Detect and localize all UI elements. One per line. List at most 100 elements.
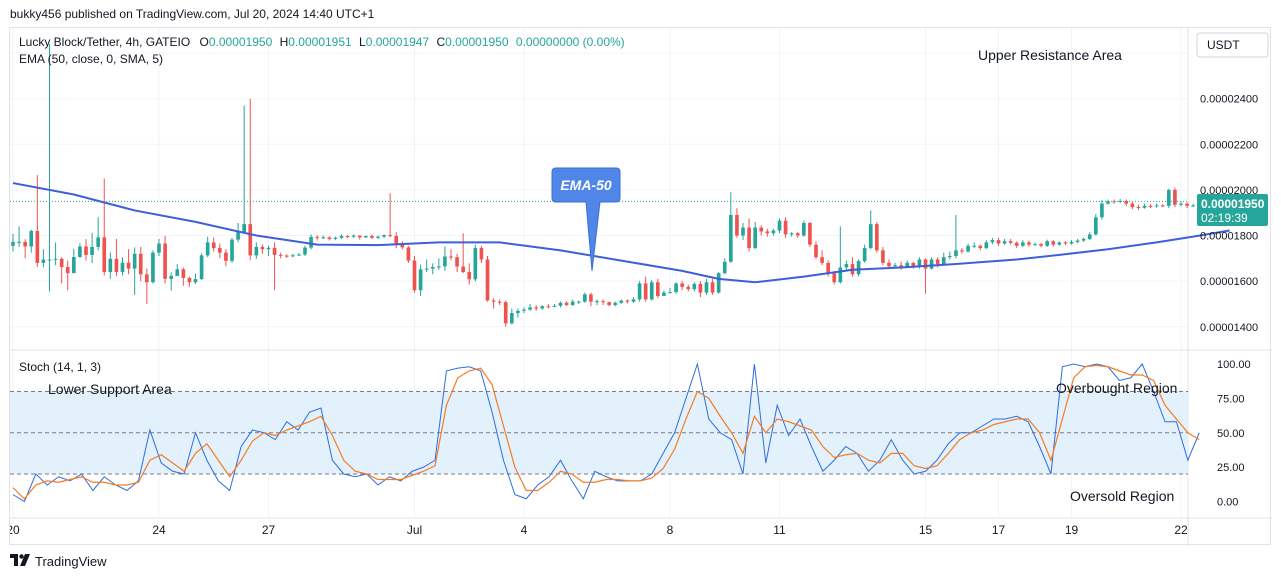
candle-body — [607, 302, 611, 306]
candle-body — [1069, 241, 1074, 244]
candle-body — [534, 307, 538, 309]
candle-body — [1094, 217, 1098, 235]
legend-l-label: L — [359, 35, 366, 49]
last-price-badge: 0.00001950 02:19:39 — [1197, 194, 1268, 226]
candle-body — [90, 246, 94, 255]
ema50-line — [12, 182, 1230, 284]
candle-body — [1154, 205, 1159, 207]
candle-body — [157, 243, 161, 253]
candle-body — [954, 250, 958, 257]
candle-body — [649, 282, 654, 300]
time-tick-label: 4 — [521, 523, 528, 537]
candle-body — [1191, 205, 1195, 207]
candle-body — [911, 262, 916, 268]
legend-change: 0.00000000 (0.00%) — [516, 35, 625, 49]
candle-body — [1100, 203, 1104, 218]
candle-body — [78, 246, 82, 257]
candle-body — [461, 266, 465, 273]
time-tick-label: 8 — [667, 523, 674, 537]
candle-body — [169, 275, 173, 279]
candle-body — [540, 306, 545, 309]
candle-body — [887, 262, 891, 267]
axes: 0.000026000.000024000.000022000.00002000… — [6, 48, 1258, 537]
candle-body — [114, 258, 119, 273]
legend-symbol: Lucky Block/Tether, 4h, GATEIO — [19, 35, 190, 49]
price-tick-label: 0.00002400 — [1200, 94, 1258, 106]
candle-body — [479, 248, 484, 260]
candle-body — [558, 302, 563, 306]
candle-body — [418, 269, 423, 291]
candle-body — [345, 235, 350, 237]
candle-body — [1039, 244, 1043, 246]
candle-body — [370, 235, 374, 238]
candle-body — [357, 235, 362, 238]
candle-body — [35, 230, 40, 263]
candle-body — [783, 220, 788, 235]
candle-body — [576, 301, 581, 303]
candle-body — [145, 274, 149, 283]
candle-body — [583, 294, 587, 302]
chart-svg[interactable]: 0.000026000.000024000.000022000.00002000… — [6, 28, 1272, 546]
candle-body — [126, 262, 131, 269]
candles — [11, 43, 1226, 327]
candle-body — [923, 259, 928, 269]
candle-body — [929, 259, 934, 269]
footer-brand: TradingView — [35, 553, 107, 569]
candle-body — [467, 272, 472, 280]
candle-body — [771, 230, 776, 234]
candle-body — [1106, 201, 1110, 204]
candle-body — [1057, 242, 1062, 245]
price-tick-label: 0.00002000 — [1200, 185, 1258, 197]
candle-body — [856, 261, 861, 275]
stoch-tick-label: 75.00 — [1217, 393, 1245, 405]
candle-body — [844, 264, 849, 268]
candle-body — [272, 247, 277, 255]
candle-body — [686, 286, 691, 290]
candle-body — [893, 265, 897, 267]
ema-legend: EMA (50, close, 0, SMA, 5) — [19, 52, 163, 66]
candle-body — [905, 262, 910, 268]
candle-body — [400, 244, 405, 248]
ema-callout-text: EMA-50 — [560, 177, 612, 193]
legend-c-label: C — [436, 35, 445, 49]
candle-body — [199, 255, 204, 280]
candle-body — [613, 302, 618, 306]
candle-body — [151, 252, 155, 283]
candle-body — [875, 224, 879, 251]
chart-frame[interactable]: 0.000026000.000024000.000022000.00002000… — [6, 27, 1272, 546]
candle-body — [351, 235, 356, 237]
candle-body — [862, 248, 867, 262]
candle-body — [327, 237, 332, 239]
candle-body — [485, 259, 490, 301]
candle-body — [1130, 203, 1135, 208]
candle-body — [138, 253, 143, 275]
candle-body — [789, 233, 794, 235]
candle-body — [1179, 203, 1183, 205]
candle-body — [406, 247, 411, 261]
candle-body — [935, 259, 940, 265]
candle-body — [284, 255, 289, 257]
candle-body — [589, 294, 593, 302]
candle-body — [1160, 205, 1165, 207]
currency-selector[interactable]: USDT — [1196, 32, 1269, 58]
candle-body — [260, 246, 265, 250]
candle-body — [491, 300, 496, 302]
candle-body — [716, 273, 721, 293]
candle-body — [978, 245, 983, 249]
candle-body — [23, 241, 27, 247]
candle-body — [802, 222, 806, 236]
candle-body — [729, 215, 733, 262]
candle-body — [1124, 200, 1129, 204]
candle-body — [960, 250, 964, 252]
candle-body — [17, 241, 21, 243]
publisher-caption: bukky456 published on TradingView.com, J… — [10, 7, 375, 21]
candle-body — [619, 300, 624, 303]
candle-body — [1002, 241, 1007, 244]
candle-body — [1021, 242, 1025, 246]
candle-body — [430, 267, 435, 269]
time-tick-label: 11 — [773, 523, 786, 537]
time-tick-label: 22 — [1174, 523, 1188, 537]
candle-body — [808, 222, 812, 245]
candle-body — [595, 301, 599, 303]
candle-body — [187, 277, 192, 283]
